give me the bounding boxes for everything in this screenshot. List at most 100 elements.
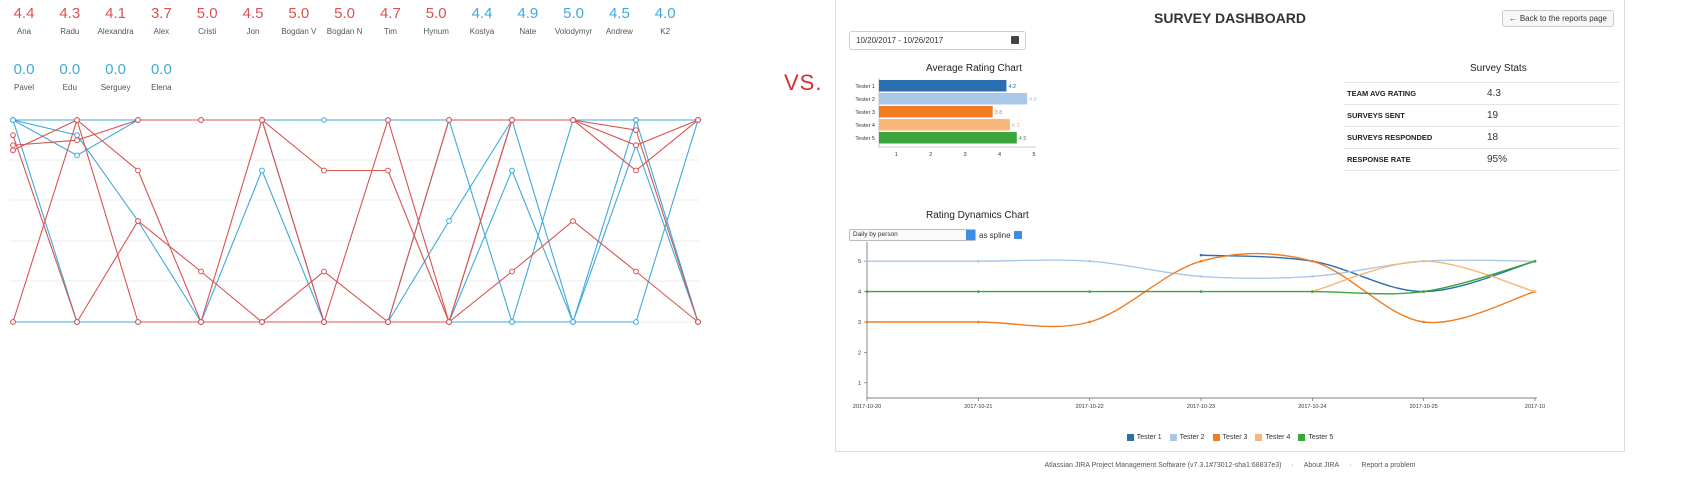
stat-label: RESPONSE RATE	[1344, 148, 1484, 171]
date-range-input[interactable]: 10/20/2017 - 10/26/2017	[849, 31, 1026, 50]
dyn-data-point	[1311, 290, 1314, 293]
dyn-x-tick: 2017-10-25	[1410, 404, 1438, 410]
dyn-data-point	[1199, 259, 1203, 263]
chevron-down-icon	[966, 230, 975, 240]
score-name: Volodymyr	[554, 27, 593, 36]
date-range-value: 10/20/2017 - 10/26/2017	[856, 36, 944, 45]
score-name: Pavel	[13, 83, 34, 92]
data-point	[259, 167, 265, 174]
dyn-data-point	[1422, 320, 1425, 324]
score-name: Radu	[60, 27, 80, 36]
data-point	[633, 142, 639, 149]
bar-category-label: Tester 1	[855, 84, 875, 90]
dyn-x-tick: 2017-10-23	[1187, 404, 1215, 410]
legend-label: Tester 5	[1308, 434, 1334, 441]
bar-value-label: 4.3	[1012, 123, 1020, 129]
back-button-label: Back to the reports page	[1519, 14, 1607, 23]
score-name: Cristi	[198, 27, 217, 36]
spline-checkbox[interactable]	[1013, 231, 1022, 239]
report-problem-link[interactable]: Report a problem	[1361, 462, 1416, 469]
data-point	[695, 117, 701, 123]
about-jira-link[interactable]: About JIRA	[1303, 462, 1340, 469]
data-point	[321, 319, 327, 325]
legend-item[interactable]: Tester 1	[1126, 434, 1162, 441]
data-point	[10, 117, 16, 123]
data-point	[259, 117, 265, 123]
score-item: 5.0 Bogdan V	[267, 6, 331, 37]
score-name: Ana	[16, 27, 32, 36]
score-value: 3.7	[150, 5, 172, 22]
score-item: 4.4 Ana	[0, 6, 56, 37]
data-point	[385, 319, 391, 325]
data-point	[10, 319, 16, 325]
score-name: Bogdan V	[281, 27, 317, 36]
data-point	[135, 319, 141, 325]
dyn-x-tick: 2017-10-24	[1298, 404, 1326, 410]
data-point	[509, 268, 515, 275]
score-value: 0.0	[13, 61, 35, 78]
data-point	[633, 127, 639, 134]
score-value: 4.1	[105, 5, 127, 22]
dyn-series-line	[1312, 260, 1536, 293]
legend-swatch	[1169, 434, 1177, 441]
data-point	[135, 167, 141, 174]
stat-value: 19	[1484, 104, 1619, 127]
dyn-y-tick: 5	[858, 259, 861, 265]
table-row: SURVEYS SENT 19	[1344, 104, 1619, 127]
score-value: 5.0	[288, 5, 310, 22]
arrow-left-icon: ←	[1508, 14, 1517, 23]
data-point	[10, 142, 16, 149]
table-row: RESPONSE RATE 95%	[1344, 148, 1619, 171]
data-point	[74, 117, 80, 123]
score-name: Jon	[246, 27, 260, 36]
score-name: Alex	[153, 27, 170, 36]
bar-value-label: 4.8	[1029, 97, 1037, 103]
legend-swatch	[1298, 434, 1306, 441]
page-title: SURVEY DASHBOARD	[1154, 10, 1306, 26]
score-item: 4.1 Alexandra	[84, 6, 148, 37]
legend-label: Tester 3	[1222, 434, 1248, 441]
dyn-data-point	[1533, 290, 1537, 293]
dyn-data-point	[1311, 275, 1314, 278]
score-item: 5.0 Hynum	[404, 6, 468, 37]
data-point	[10, 147, 16, 154]
data-point	[74, 152, 80, 159]
dyn-x-tick: 2017-10-20	[853, 404, 881, 410]
table-row: TEAM AVG RATING 4.3	[1344, 82, 1619, 105]
dyn-data-point	[977, 259, 980, 263]
legend-item[interactable]: Tester 4	[1255, 434, 1290, 441]
score-item: 5.0 Volodymyr	[542, 6, 606, 37]
score-name: Alexandra	[97, 27, 134, 36]
score-value: 5.0	[334, 5, 356, 22]
score-value: 0.0	[59, 61, 81, 78]
stat-label: SURVEYS SENT	[1344, 104, 1484, 127]
data-point	[570, 117, 576, 123]
series-line	[12, 119, 699, 324]
score-name: Andrew	[605, 27, 633, 36]
score-name: Hynum	[423, 27, 449, 36]
legend-item[interactable]: Tester 5	[1298, 434, 1333, 441]
score-value: 0.0	[105, 61, 127, 78]
back-to-reports-button[interactable]: ← Back to the reports page	[1501, 10, 1614, 27]
data-point	[321, 117, 327, 123]
grouping-select[interactable]: Daily by person	[849, 229, 976, 241]
score-value: 5.0	[196, 5, 218, 22]
score-item: 0.0 Serguey	[84, 62, 148, 93]
dyn-series-line	[1200, 254, 1536, 293]
stat-label: TEAM AVG RATING	[1344, 82, 1484, 105]
legend-label: Tester 1	[1136, 434, 1162, 441]
score-name: Serguey	[100, 83, 131, 92]
legend-item[interactable]: Tester 2	[1169, 434, 1205, 441]
dyn-y-tick: 4	[858, 290, 861, 296]
score-value: 4.4	[13, 5, 35, 22]
bar	[879, 119, 1010, 131]
score-name: Kostya	[469, 27, 495, 36]
legend-item[interactable]: Tester 3	[1212, 434, 1248, 441]
data-point	[570, 319, 576, 325]
data-point	[446, 117, 452, 123]
data-point	[321, 167, 327, 174]
score-name: Edu	[62, 83, 77, 92]
stat-label: SURVEYS RESPONDED	[1344, 126, 1484, 149]
bar-value-label: 4.2	[1008, 84, 1016, 90]
dyn-data-point	[1199, 253, 1203, 257]
